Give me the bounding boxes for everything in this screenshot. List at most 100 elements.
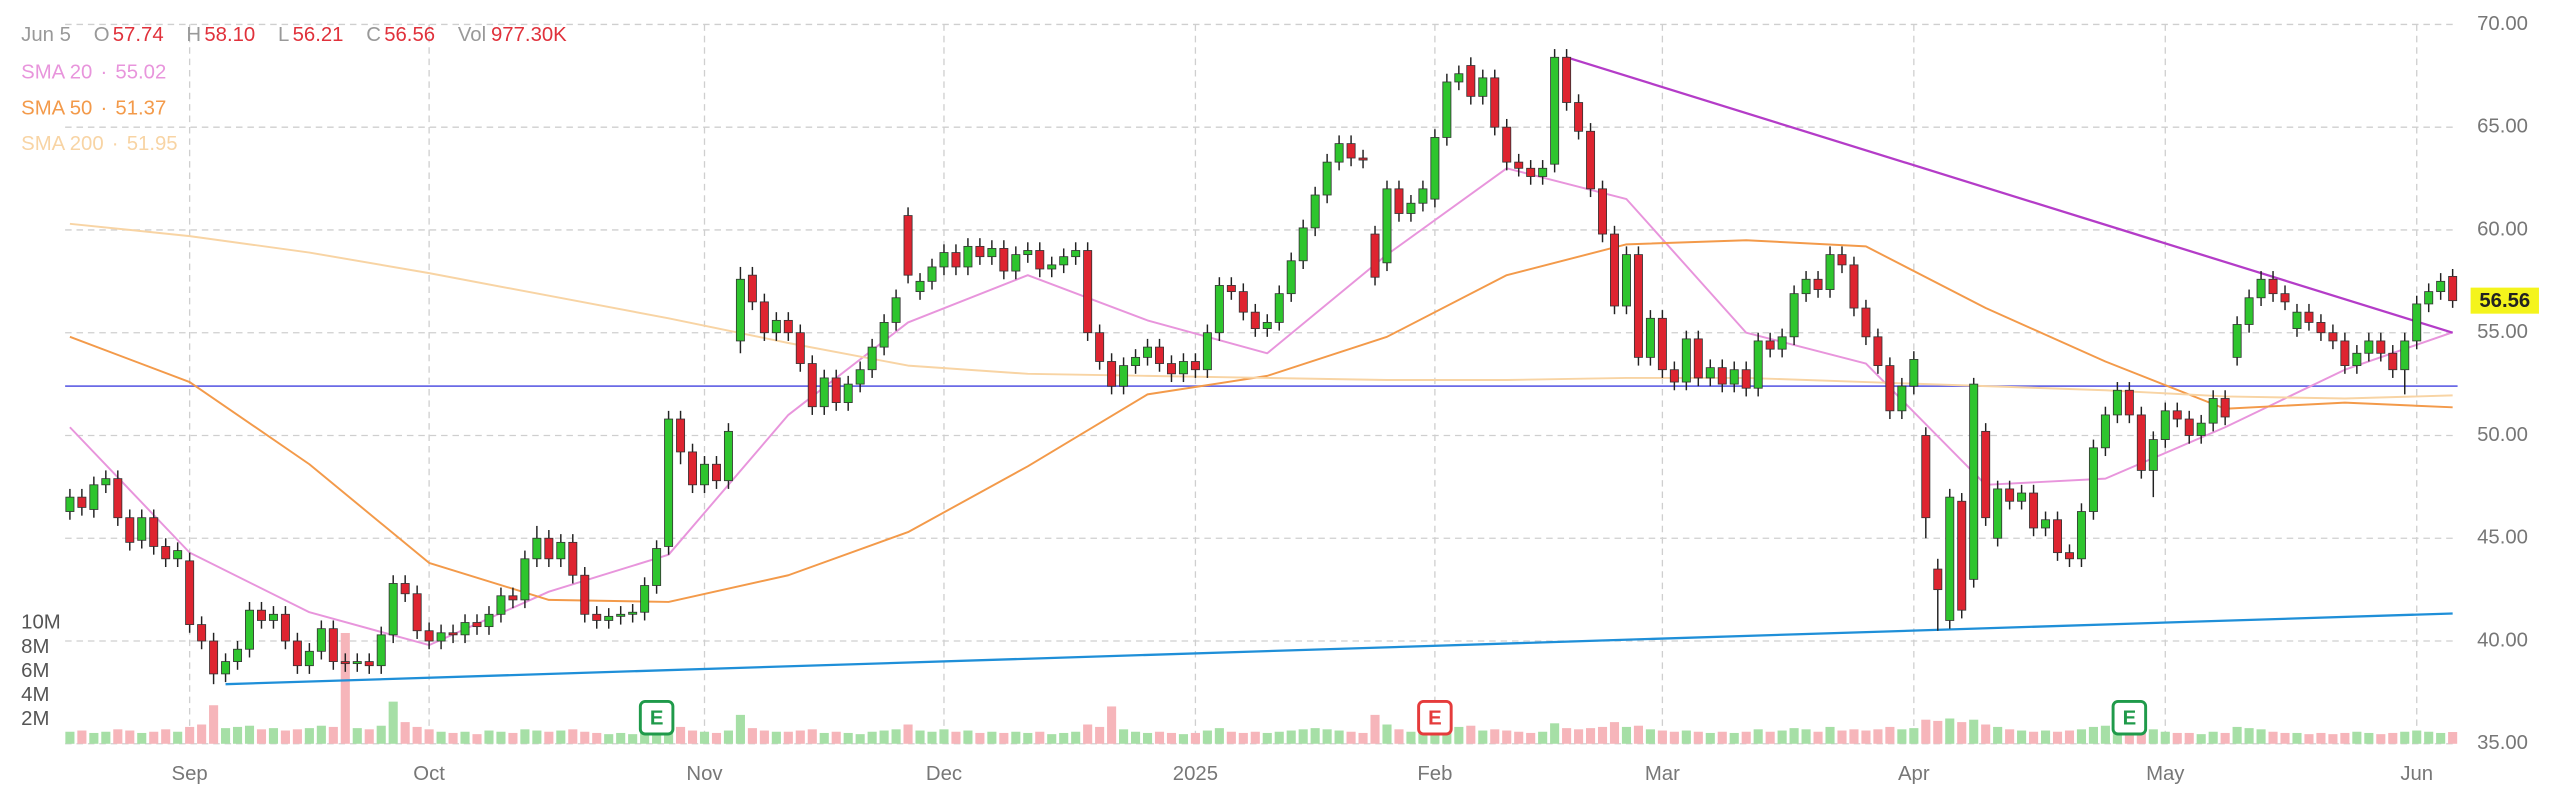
- candle-body: [747, 274, 757, 303]
- x-tick-label: Feb: [1417, 763, 1452, 785]
- earnings-badge: [2111, 700, 2148, 736]
- x-tick-label: Apr: [1898, 763, 1930, 785]
- legend-value: 51.37: [115, 97, 166, 119]
- volume-bar: [1502, 730, 1512, 744]
- candle-body: [1214, 285, 1224, 334]
- volume-bar: [1801, 729, 1811, 744]
- candle-body: [1777, 336, 1787, 350]
- volume-bar: [747, 728, 757, 744]
- candle-body: [1226, 285, 1236, 293]
- candle-body: [1909, 359, 1919, 387]
- volume-bar: [484, 730, 494, 744]
- volume-bar: [1190, 732, 1200, 744]
- volume-bar: [1274, 731, 1284, 744]
- candle-body: [520, 558, 530, 601]
- volume-bar: [1945, 718, 1955, 744]
- candle-body: [604, 615, 614, 621]
- volume-bar: [173, 731, 183, 744]
- candle-body: [2017, 492, 2027, 502]
- candle-body: [1849, 264, 1859, 309]
- candle-body: [1166, 363, 1176, 375]
- candle-body: [1753, 340, 1763, 389]
- candle-body: [1071, 250, 1081, 258]
- trendline: [225, 612, 2453, 686]
- candle-body: [1897, 385, 1907, 412]
- candle-body: [2364, 340, 2374, 354]
- header-c-label: C: [366, 24, 381, 46]
- candle-body: [1705, 367, 1715, 379]
- volume-bar: [472, 734, 482, 744]
- x-tick-label: Nov: [686, 763, 723, 785]
- volume-bar: [424, 729, 434, 744]
- candle-body: [125, 517, 135, 543]
- volume-bar: [1693, 731, 1703, 744]
- candle-body: [2244, 297, 2254, 325]
- volume-bar: [1071, 731, 1081, 744]
- earnings-label: E: [1428, 708, 1442, 730]
- volume-bar: [2340, 732, 2350, 744]
- volume-bar: [1346, 731, 1356, 744]
- candle-body: [1526, 167, 1536, 177]
- candle-body: [185, 560, 195, 625]
- candle-body: [1825, 254, 1835, 290]
- candle-body: [1131, 356, 1141, 367]
- volume-bar: [2316, 732, 2326, 744]
- volume-bar: [1238, 732, 1248, 744]
- x-tick-label: Dec: [926, 763, 962, 785]
- volume-bar: [268, 728, 279, 744]
- candle-body: [1298, 227, 1308, 262]
- volume-bar: [280, 730, 290, 744]
- header-h-label: H: [186, 24, 201, 46]
- candle-body: [2256, 278, 2266, 299]
- candle-body: [1466, 65, 1476, 97]
- x-tick-label: Oct: [413, 763, 445, 785]
- volume-bar: [304, 728, 314, 744]
- y-tick-label: 45.00: [2477, 527, 2528, 549]
- candle-body: [939, 252, 949, 268]
- candle-body: [676, 418, 686, 453]
- x-tick-label: Mar: [1645, 763, 1680, 785]
- volume-bar: [340, 632, 350, 744]
- candle-body: [1430, 137, 1440, 200]
- volume-bar: [1142, 732, 1153, 744]
- volume-bar: [2148, 729, 2158, 744]
- volume-bar: [2292, 732, 2302, 744]
- volume-bar: [2424, 731, 2434, 744]
- volume-bar: [2052, 731, 2063, 744]
- candle-body: [2316, 322, 2326, 334]
- candle-body: [1155, 346, 1164, 364]
- volume-bar: [723, 730, 734, 744]
- volume-bar: [987, 731, 997, 744]
- candle-body: [2005, 488, 2015, 502]
- volume-bar: [1286, 730, 1296, 744]
- volume-bar: [604, 734, 614, 744]
- volume-bar: [1657, 730, 1667, 744]
- volume-bar: [448, 732, 458, 744]
- candle-body: [304, 650, 314, 667]
- volume-bar: [328, 726, 338, 744]
- candle-body: [1250, 311, 1260, 330]
- volume-bar: [1023, 732, 1033, 744]
- volume-bar: [2412, 730, 2422, 744]
- earnings-marker: E: [1417, 700, 1453, 736]
- volume-bar: [2244, 728, 2254, 744]
- candle-body: [173, 550, 183, 560]
- candle-body: [1837, 254, 1847, 266]
- volume-bar: [676, 726, 686, 744]
- candle-body: [1765, 340, 1775, 350]
- candle-body: [688, 451, 698, 486]
- candle-body: [2065, 552, 2074, 560]
- candle-body: [2232, 324, 2242, 358]
- earnings-badge: [1417, 700, 1453, 736]
- volume-bar: [1214, 728, 1224, 744]
- volume-bars: [65, 632, 2458, 744]
- candle-body: [496, 595, 506, 615]
- candle-body: [1693, 338, 1703, 379]
- volume-bar: [1897, 729, 1907, 744]
- candle-body: [2292, 311, 2302, 330]
- volume-bar: [1633, 725, 1643, 744]
- volume-tick-label: 2M: [21, 708, 49, 730]
